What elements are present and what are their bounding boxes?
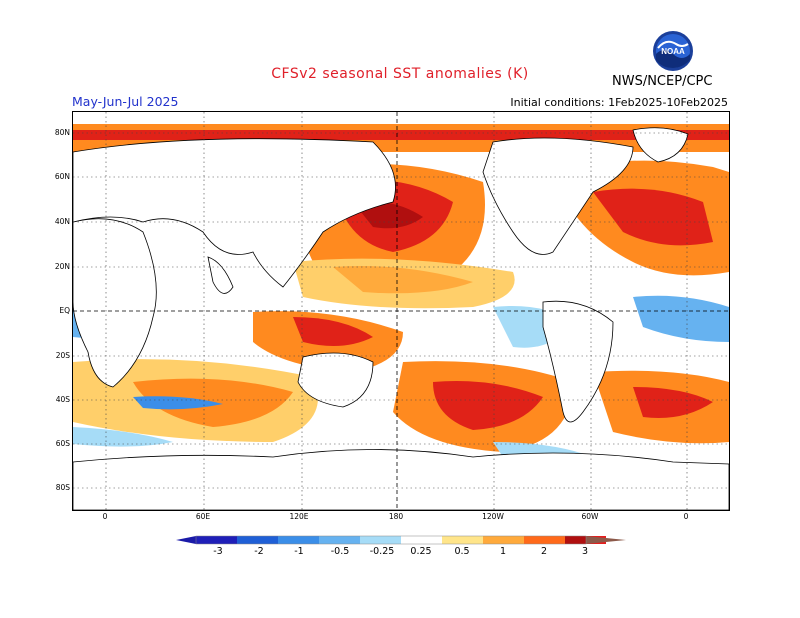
noaa-logo-icon: NOAA xyxy=(653,31,693,71)
logo-text: NOAA xyxy=(661,47,685,56)
lon-label: 0 xyxy=(102,512,108,521)
agency-label: NWS/NCEP/CPC xyxy=(612,74,713,89)
lat-label: EQ xyxy=(59,306,70,315)
colorbar-swatch xyxy=(401,536,442,544)
lat-label: 20S xyxy=(55,351,70,360)
lon-label: 180 xyxy=(388,512,404,521)
lon-label: 120E xyxy=(289,512,309,521)
colorbar-label: 2 xyxy=(540,546,548,557)
colorbar-swatch xyxy=(524,536,565,544)
colorbar-swatch xyxy=(237,536,278,544)
antarctica xyxy=(73,449,729,510)
forecast-period: May-Jun-Jul 2025 xyxy=(72,94,179,109)
colorbar-label: -0.25 xyxy=(369,546,395,557)
lat-label: 80S xyxy=(55,483,70,492)
initial-conditions: Initial conditions: 1Feb2025-10Feb2025 xyxy=(510,96,728,109)
colorbar-swatch xyxy=(319,536,360,544)
colorbar-label: -2 xyxy=(254,546,264,557)
colorbar-label: 0.5 xyxy=(454,546,470,557)
eurasia xyxy=(73,138,396,288)
lon-label: 0 xyxy=(683,512,689,521)
australia xyxy=(297,352,374,408)
sst-anomaly-map xyxy=(72,111,730,511)
colorbar-swatch xyxy=(483,536,524,544)
colorbar xyxy=(176,535,626,545)
lat-label: 20N xyxy=(54,262,70,271)
lon-label: 60W xyxy=(581,512,599,521)
africa xyxy=(73,218,157,388)
lon-label: 60E xyxy=(195,512,211,521)
colorbar-swatch xyxy=(360,536,401,544)
colorbar-label: -1 xyxy=(294,546,304,557)
colorbar-label: 1 xyxy=(499,546,507,557)
south-america xyxy=(542,300,614,423)
colorbar-label: 3 xyxy=(581,546,589,557)
lat-label: 60N xyxy=(54,172,70,181)
colorbar-arrow-left xyxy=(176,536,196,544)
colorbar-label: -0.5 xyxy=(330,546,350,557)
lon-label: 120W xyxy=(482,512,504,521)
colorbar-label: 0.25 xyxy=(410,546,432,557)
greenland xyxy=(632,127,689,163)
colorbar-label: -3 xyxy=(213,546,223,557)
colorbar-swatch xyxy=(442,536,483,544)
north-america xyxy=(482,137,634,255)
lat-label: 40N xyxy=(54,217,70,226)
chart-title: CFSv2 seasonal SST anomalies (K) xyxy=(271,66,529,82)
colorbar-swatch xyxy=(278,536,319,544)
lat-label: 40S xyxy=(55,395,70,404)
colorbar-arrow-right xyxy=(586,536,626,544)
lat-label: 60S xyxy=(55,439,70,448)
colorbar-swatch xyxy=(196,536,237,544)
map-canvas xyxy=(73,112,729,510)
continents xyxy=(73,127,729,510)
lat-label: 80N xyxy=(54,128,70,137)
